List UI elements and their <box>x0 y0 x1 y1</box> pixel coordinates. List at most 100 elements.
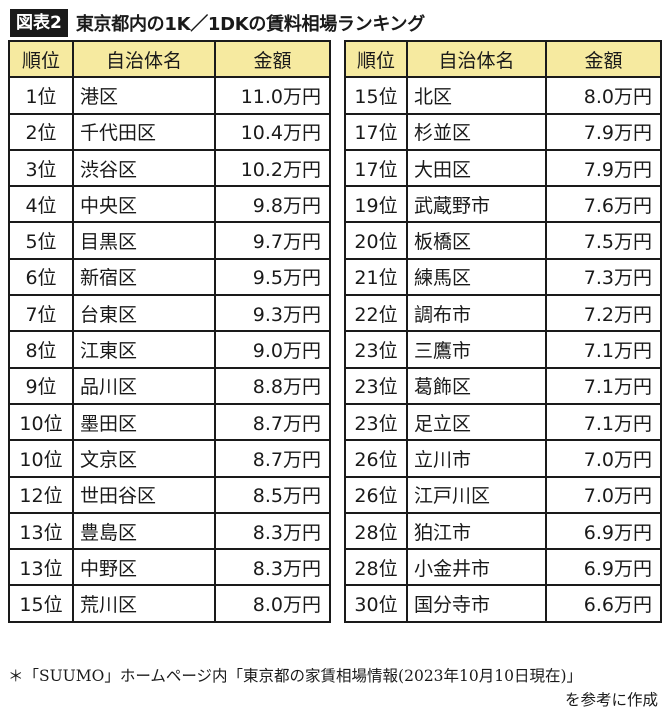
municipality-cell: 渋谷区 <box>72 148 216 188</box>
municipality-cell: 大田区 <box>406 148 547 188</box>
municipality-cell: 狛江市 <box>406 511 547 551</box>
municipality-cell: 葛飾区 <box>406 366 547 405</box>
rank-cell: 7位 <box>8 294 74 333</box>
table-row: 21位 練馬区 7.3万円 <box>344 257 662 297</box>
amount-cell: 8.0万円 <box>214 584 331 623</box>
rank-cell: 13位 <box>8 548 74 587</box>
municipality-cell: 立川市 <box>406 439 547 478</box>
amount-cell: 7.3万円 <box>545 257 662 297</box>
municipality-cell: 練馬区 <box>406 257 547 297</box>
table-row: 15位 北区 8.0万円 <box>344 76 662 115</box>
rank-cell: 12位 <box>8 475 74 514</box>
amount-cell: 9.5万円 <box>214 257 331 297</box>
rank-cell: 22位 <box>344 294 408 333</box>
rank-cell: 17位 <box>344 112 408 151</box>
municipality-cell: 港区 <box>72 76 216 115</box>
table-row: 22位 調布市 7.2万円 <box>344 294 662 333</box>
municipality-cell: 千代田区 <box>72 112 216 151</box>
amount-cell: 8.3万円 <box>214 548 331 587</box>
municipality-cell: 小金井市 <box>406 548 547 587</box>
ranking-table-left: 順位 自治体名 金額 1位 港区 11.0万円 2位 千代田区 10.4万円 3位 渋谷区 10… <box>8 39 331 623</box>
table-row: 5位 目黒区 9.7万円 <box>8 221 331 260</box>
rank-cell: 17位 <box>344 148 408 188</box>
ranking-table-right: 順位 自治体名 金額 15位 北区 8.0万円 17位 杉並区 7.9万円 17位 大田区 7.… <box>344 39 662 623</box>
municipality-cell: 文京区 <box>72 439 216 478</box>
rank-cell: 10位 <box>8 402 74 442</box>
rank-cell: 3位 <box>8 148 74 188</box>
municipality-cell: 豊島区 <box>72 511 216 551</box>
rank-cell: 6位 <box>8 257 74 297</box>
amount-cell: 7.9万円 <box>545 112 662 151</box>
amount-cell: 8.7万円 <box>214 439 331 478</box>
municipality-cell: 調布市 <box>406 294 547 333</box>
source-note-line1: ＊「SUUMO」ホームページ内「東京都の家賃相場情報(2023年10月10日現在… <box>8 667 583 685</box>
table-row: 3位 渋谷区 10.2万円 <box>8 148 331 188</box>
amount-cell: 10.4万円 <box>214 112 331 151</box>
table-row: 17位 杉並区 7.9万円 <box>344 112 662 151</box>
amount-cell: 8.8万円 <box>214 366 331 405</box>
table-row: 10位 墨田区 8.7万円 <box>8 402 331 442</box>
table-row: 12位 世田谷区 8.5万円 <box>8 475 331 514</box>
amount-cell: 9.8万円 <box>214 185 331 224</box>
ranking-table-right-body: 15位 北区 8.0万円 17位 杉並区 7.9万円 17位 大田区 7.9万円 19位 武蔵野市 7… <box>344 76 662 623</box>
table-row: 26位 立川市 7.0万円 <box>344 439 662 478</box>
amount-cell: 7.9万円 <box>545 148 662 188</box>
column-header-amount: 金額 <box>545 39 662 79</box>
table-row: 26位 江戸川区 7.0万円 <box>344 475 662 514</box>
rank-cell: 13位 <box>8 511 74 551</box>
table-row: 4位 中央区 9.8万円 <box>8 185 331 224</box>
amount-cell: 7.6万円 <box>545 185 662 224</box>
ranking-table-left-body: 1位 港区 11.0万円 2位 千代田区 10.4万円 3位 渋谷区 10.2万円 4位 中央区 9.… <box>8 76 331 623</box>
amount-cell: 6.9万円 <box>545 548 662 587</box>
municipality-cell: 足立区 <box>406 402 547 442</box>
municipality-cell: 江戸川区 <box>406 475 547 514</box>
municipality-cell: 新宿区 <box>72 257 216 297</box>
rank-cell: 26位 <box>344 475 408 514</box>
table-row: 19位 武蔵野市 7.6万円 <box>344 185 662 224</box>
rank-cell: 2位 <box>8 112 74 151</box>
municipality-cell: 目黒区 <box>72 221 216 260</box>
municipality-cell: 国分寺市 <box>406 584 547 623</box>
municipality-cell: 荒川区 <box>72 584 216 623</box>
table-row: 23位 葛飾区 7.1万円 <box>344 366 662 405</box>
rank-cell: 9位 <box>8 366 74 405</box>
table-header-row: 順位 自治体名 金額 <box>344 39 662 79</box>
amount-cell: 10.2万円 <box>214 148 331 188</box>
figure-badge: 図表2 <box>10 9 68 37</box>
municipality-cell: 北区 <box>406 76 547 115</box>
rank-cell: 23位 <box>344 330 408 369</box>
municipality-cell: 墨田区 <box>72 402 216 442</box>
amount-cell: 8.3万円 <box>214 511 331 551</box>
table-row: 15位 荒川区 8.0万円 <box>8 584 331 623</box>
rank-cell: 21位 <box>344 257 408 297</box>
municipality-cell: 台東区 <box>72 294 216 333</box>
amount-cell: 7.5万円 <box>545 221 662 260</box>
amount-cell: 9.0万円 <box>214 330 331 369</box>
municipality-cell: 品川区 <box>72 366 216 405</box>
table-row: 20位 板橋区 7.5万円 <box>344 221 662 260</box>
amount-cell: 11.0万円 <box>214 76 331 115</box>
table-row: 9位 品川区 8.8万円 <box>8 366 331 405</box>
rank-cell: 19位 <box>344 185 408 224</box>
amount-cell: 6.6万円 <box>545 584 662 623</box>
municipality-cell: 板橋区 <box>406 221 547 260</box>
table-row: 23位 三鷹市 7.1万円 <box>344 330 662 369</box>
column-header-name: 自治体名 <box>72 39 216 79</box>
rank-cell: 20位 <box>344 221 408 260</box>
municipality-cell: 中央区 <box>72 185 216 224</box>
amount-cell: 9.7万円 <box>214 221 331 260</box>
amount-cell: 7.2万円 <box>545 294 662 333</box>
table-row: 17位 大田区 7.9万円 <box>344 148 662 188</box>
rank-cell: 8位 <box>8 330 74 369</box>
column-header-rank: 順位 <box>8 39 74 79</box>
amount-cell: 7.1万円 <box>545 366 662 405</box>
table-row: 10位 文京区 8.7万円 <box>8 439 331 478</box>
amount-cell: 8.7万円 <box>214 402 331 442</box>
rank-cell: 10位 <box>8 439 74 478</box>
rank-cell: 15位 <box>8 584 74 623</box>
rank-cell: 5位 <box>8 221 74 260</box>
table-row: 8位 江東区 9.0万円 <box>8 330 331 369</box>
column-header-rank: 順位 <box>344 39 408 79</box>
municipality-cell: 中野区 <box>72 548 216 587</box>
amount-cell: 7.1万円 <box>545 402 662 442</box>
